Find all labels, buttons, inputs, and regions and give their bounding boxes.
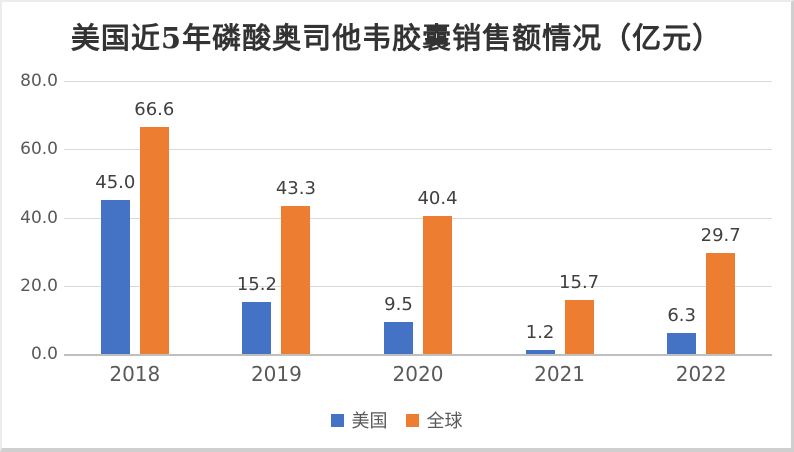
y-tick-label: 20.0 <box>20 275 58 296</box>
data-label: 6.3 <box>667 304 696 326</box>
bar-group-2020: 9.5 40.4 <box>347 81 489 354</box>
x-category-label: 2022 <box>675 362 727 386</box>
bar-全球-2022 <box>706 252 736 354</box>
bar-slot: 9.5 <box>383 81 413 354</box>
chart-legend: 美国 全球 <box>2 407 791 433</box>
chart-title: 美国近5年磷酸奥司他韦胶囊销售额情况（亿元） <box>70 21 723 55</box>
x-category-label: 2018 <box>109 362 161 386</box>
x-category-label: 2019 <box>250 362 302 386</box>
bar-slot: 40.4 <box>417 81 458 354</box>
y-tick-label: 80.0 <box>20 71 58 91</box>
y-tick-label: 0.0 <box>30 344 58 364</box>
legend-label: 全球 <box>426 411 463 432</box>
bar-美国-2022 <box>667 332 697 354</box>
legend-swatch-icon <box>330 413 344 427</box>
data-label: 9.5 <box>384 293 413 315</box>
data-label: 1.2 <box>525 321 555 343</box>
bar-美国-2018 <box>100 200 130 354</box>
x-axis-line <box>64 354 772 356</box>
bar-slot: 29.7 <box>701 81 741 354</box>
bar-groups: 45.0 66.6 15.2 43.3 9.5 40.4 1.2 15.7 6.3 29.7 <box>64 81 772 354</box>
data-label: 43.3 <box>275 178 316 200</box>
y-tick-label: 60.0 <box>20 139 58 160</box>
bar-全球-2020 <box>422 216 452 354</box>
bar-slot: 6.3 <box>667 81 697 354</box>
y-tick-label: 40.0 <box>20 207 58 228</box>
data-label: 15.2 <box>236 274 277 296</box>
plot-area: 45.0 66.6 15.2 43.3 9.5 40.4 1.2 15.7 6.3 29.7 <box>64 81 772 356</box>
gridline <box>64 217 772 219</box>
x-category-label: 2021 <box>534 362 586 386</box>
bar-美国-2021 <box>525 349 555 354</box>
data-label: 29.7 <box>700 224 741 246</box>
bar-group-2021: 1.2 15.7 <box>489 81 631 354</box>
legend-swatch-icon <box>405 413 419 427</box>
bar-全球-2019 <box>281 206 311 354</box>
bar-美国-2019 <box>242 302 272 354</box>
bar-slot: 15.7 <box>559 81 599 354</box>
bar-slot: 43.3 <box>276 81 316 354</box>
bar-slot: 66.6 <box>134 81 174 354</box>
bar-美国-2020 <box>383 321 413 354</box>
bar-group-2018: 45.0 66.6 <box>64 81 206 354</box>
data-label: 66.6 <box>134 98 175 120</box>
gridline <box>64 149 772 151</box>
data-label: 15.7 <box>559 272 600 294</box>
data-label: 45.0 <box>95 172 136 194</box>
legend-item-美国: 美国 <box>330 407 388 433</box>
data-label: 40.4 <box>417 188 458 210</box>
bar-group-2019: 15.2 43.3 <box>206 81 348 354</box>
bar-全球-2018 <box>139 126 169 354</box>
gridline <box>64 81 772 82</box>
bar-slot: 15.2 <box>237 81 277 354</box>
bar-slot: 1.2 <box>525 81 555 354</box>
gridline <box>64 285 772 287</box>
legend-item-全球: 全球 <box>405 407 463 433</box>
x-category-label: 2020 <box>392 362 444 386</box>
x-axis: 2018 2019 2020 2021 2022 <box>64 362 772 386</box>
bar-slot: 45.0 <box>95 81 135 354</box>
legend-label: 美国 <box>351 411 388 432</box>
bar-group-2022: 6.3 29.7 <box>630 81 772 354</box>
bar-全球-2021 <box>564 300 594 354</box>
